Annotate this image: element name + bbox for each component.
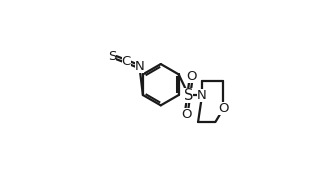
Text: N: N xyxy=(197,89,207,102)
Text: S: S xyxy=(108,49,116,63)
Text: N: N xyxy=(134,60,144,73)
Text: S: S xyxy=(184,88,194,103)
Text: O: O xyxy=(186,70,197,83)
Text: O: O xyxy=(218,102,229,115)
Text: O: O xyxy=(181,108,191,121)
Text: C: C xyxy=(121,55,131,68)
